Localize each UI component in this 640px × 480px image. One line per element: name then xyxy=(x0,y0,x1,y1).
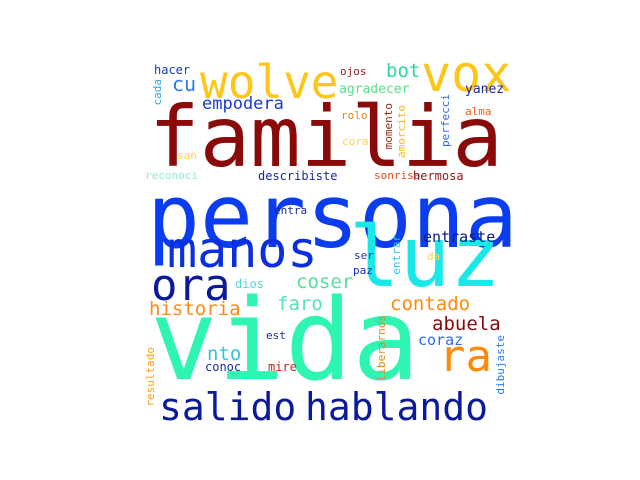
word-describiste: describiste xyxy=(258,169,338,183)
word-sonrisa: sonrisa xyxy=(374,169,421,182)
word-historia: historia xyxy=(149,298,241,320)
word-luz: luz xyxy=(349,208,501,306)
word-cora: cora xyxy=(342,135,369,148)
word-coraz: coraz xyxy=(418,331,464,349)
word-hablando: hablando xyxy=(305,385,489,429)
word-coser: coser xyxy=(296,271,354,293)
word-entrar: entrar xyxy=(390,235,403,275)
word-empodera: empodera xyxy=(202,94,284,114)
word-bot: bot xyxy=(386,60,421,82)
word-liberarnos: liberarnos xyxy=(375,315,388,382)
word-wolve: wolve xyxy=(200,55,339,109)
word-abuela: abuela xyxy=(432,313,501,335)
word-manos: manos xyxy=(167,221,318,279)
word-dibujaste: dibujaste xyxy=(494,335,507,395)
word-cada: cada xyxy=(151,79,164,106)
word-est: est xyxy=(266,329,286,342)
word-vida: vida xyxy=(150,276,420,406)
word-vox: vox xyxy=(421,55,512,103)
word-dios: dios xyxy=(235,277,264,291)
word-contado: contado xyxy=(390,293,471,315)
word-yanez: yanez xyxy=(465,82,505,97)
word-resultado: resultado xyxy=(144,347,157,407)
word-momento: momento xyxy=(382,103,395,150)
word-mire: mire xyxy=(268,360,297,374)
word-paz: paz xyxy=(353,264,373,277)
word-entra: entra xyxy=(274,204,308,217)
word-entraste: entraste xyxy=(423,228,496,246)
word-ora: ora xyxy=(151,260,231,311)
word-rolo: rolo xyxy=(341,109,368,122)
word-ra: ra xyxy=(439,331,492,382)
word-nto: nto xyxy=(207,343,242,365)
word-hacer: hacer xyxy=(154,63,191,77)
word-faro: faro xyxy=(277,293,323,315)
word-san: san xyxy=(177,149,197,162)
word-persona: persona xyxy=(147,165,514,268)
word-ser: ser xyxy=(354,249,374,262)
word-alma: alma xyxy=(465,105,492,118)
word-familia: familia xyxy=(149,88,504,186)
word-cloud: vida persona familia luz manos vox wolve… xyxy=(143,55,514,430)
word-reconoci: reconoci xyxy=(145,169,198,182)
word-amorcito: amorcito xyxy=(395,105,408,158)
word-agradecer: agradecer xyxy=(339,82,410,97)
word-cu: cu xyxy=(172,72,197,96)
word-hermosa: hermosa xyxy=(413,169,464,183)
word-da: da xyxy=(427,250,441,263)
word-perfecci: perfecci xyxy=(439,94,452,147)
word-salido: salido xyxy=(159,385,297,429)
word-conoc: conoc xyxy=(205,360,242,374)
word-ojos: ojos xyxy=(340,65,367,78)
